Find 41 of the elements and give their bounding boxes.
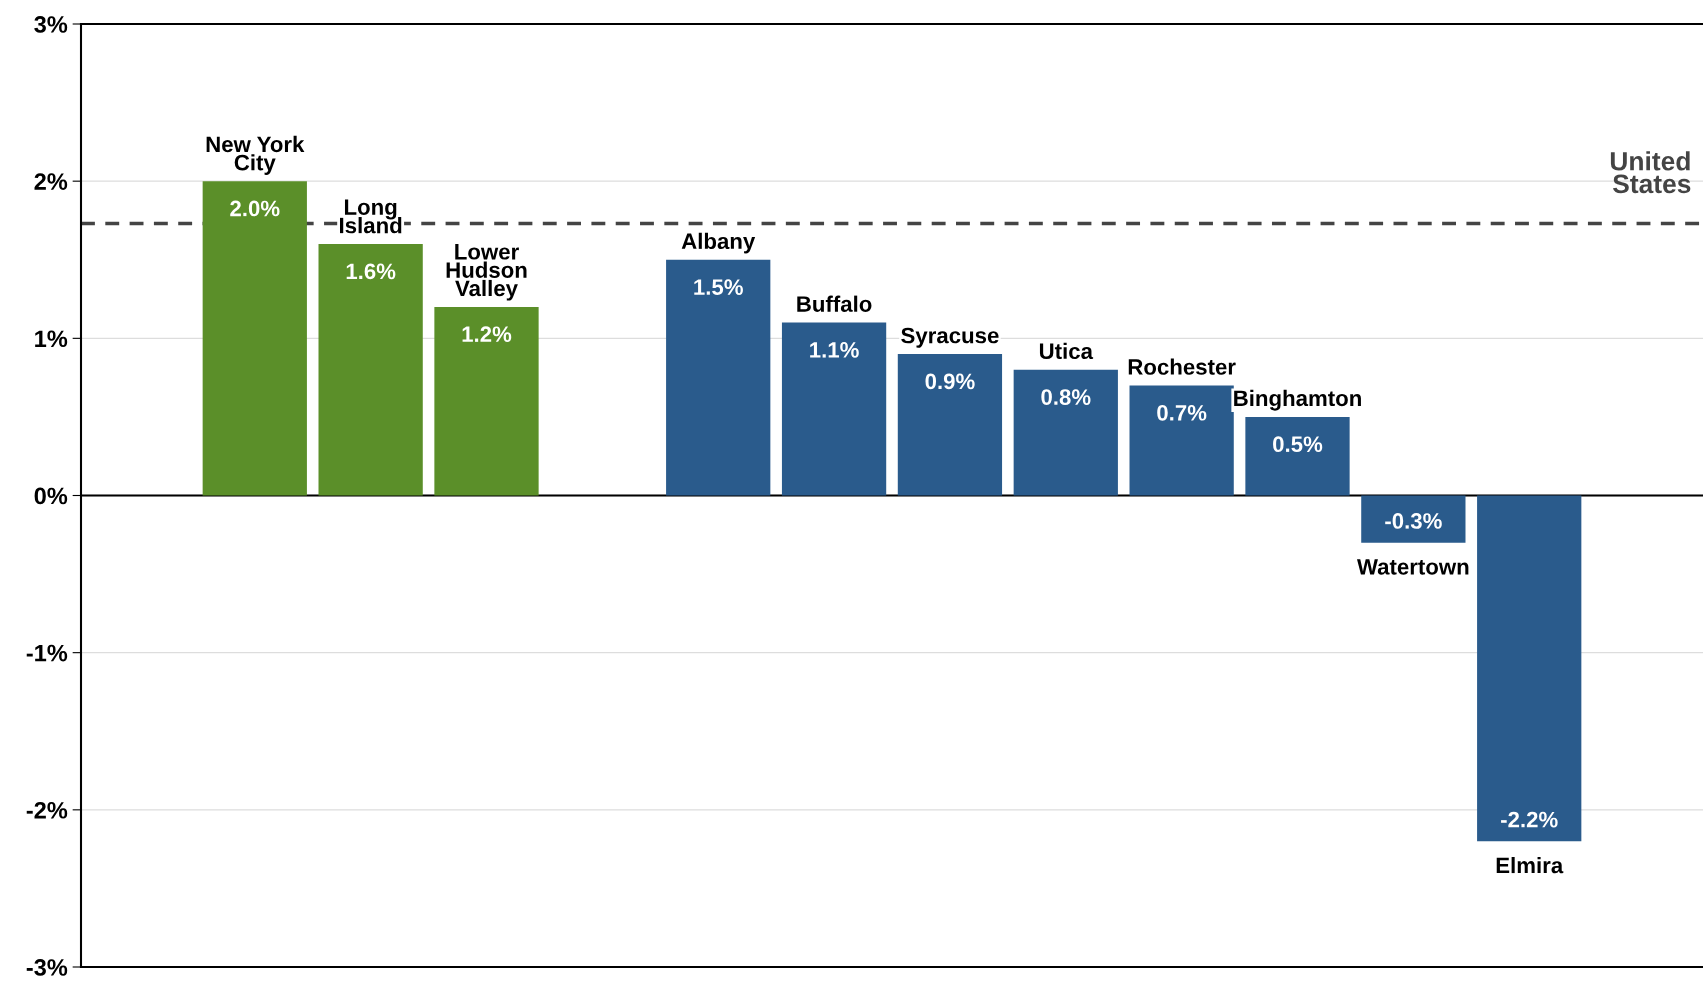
bar	[1013, 369, 1118, 496]
data-label: -2.2%	[1501, 811, 1558, 828]
x-tick-label: Syracuse	[901, 327, 999, 348]
bar	[897, 354, 1003, 496]
ref-line-label: United States	[1610, 151, 1691, 194]
y-tick-label: -3%	[26, 959, 68, 976]
x-tick-label: Watertown	[1357, 559, 1469, 575]
x-tick-label: Lower Hudson Valley	[446, 244, 527, 301]
x-tick-label: Elmira	[1496, 856, 1564, 874]
data-label: 0.9%	[925, 373, 975, 390]
y-tick-label: 0%	[34, 487, 68, 505]
data-label: 0.8%	[1041, 389, 1091, 405]
x-tick-label: New York City	[206, 135, 305, 175]
data-label: 1.5%	[694, 279, 743, 295]
x-tick-label: Albany	[681, 232, 756, 254]
bar	[1129, 385, 1234, 496]
bar	[666, 259, 771, 496]
data-label: 2.0%	[230, 200, 280, 217]
x-tick-label: Long Island	[340, 199, 402, 234]
bar	[1477, 495, 1582, 842]
data-label: -0.3%	[1385, 513, 1442, 529]
bar	[781, 322, 887, 496]
bar	[1245, 416, 1350, 496]
y-tick-label: 2%	[34, 173, 68, 190]
y-tick-label: 3%	[34, 16, 68, 33]
bar	[202, 181, 307, 496]
bar	[1361, 495, 1466, 543]
bar	[318, 244, 423, 496]
data-label: 1.1%	[810, 342, 859, 358]
x-tick-label: Binghamton	[1234, 389, 1361, 411]
y-tick-label: 1%	[35, 330, 68, 348]
x-tick-label: Rochester	[1128, 358, 1236, 375]
data-label: 1.2%	[462, 326, 512, 343]
y-tick-label: -1%	[26, 644, 68, 662]
data-label: 0.7%	[1157, 404, 1207, 421]
data-label: 1.6%	[346, 263, 396, 280]
bar	[434, 306, 539, 496]
x-tick-label: Buffalo	[797, 295, 872, 312]
data-label: 0.5%	[1273, 436, 1323, 453]
x-tick-label: Utica	[1039, 342, 1094, 360]
y-tick-label: -2%	[26, 801, 68, 819]
